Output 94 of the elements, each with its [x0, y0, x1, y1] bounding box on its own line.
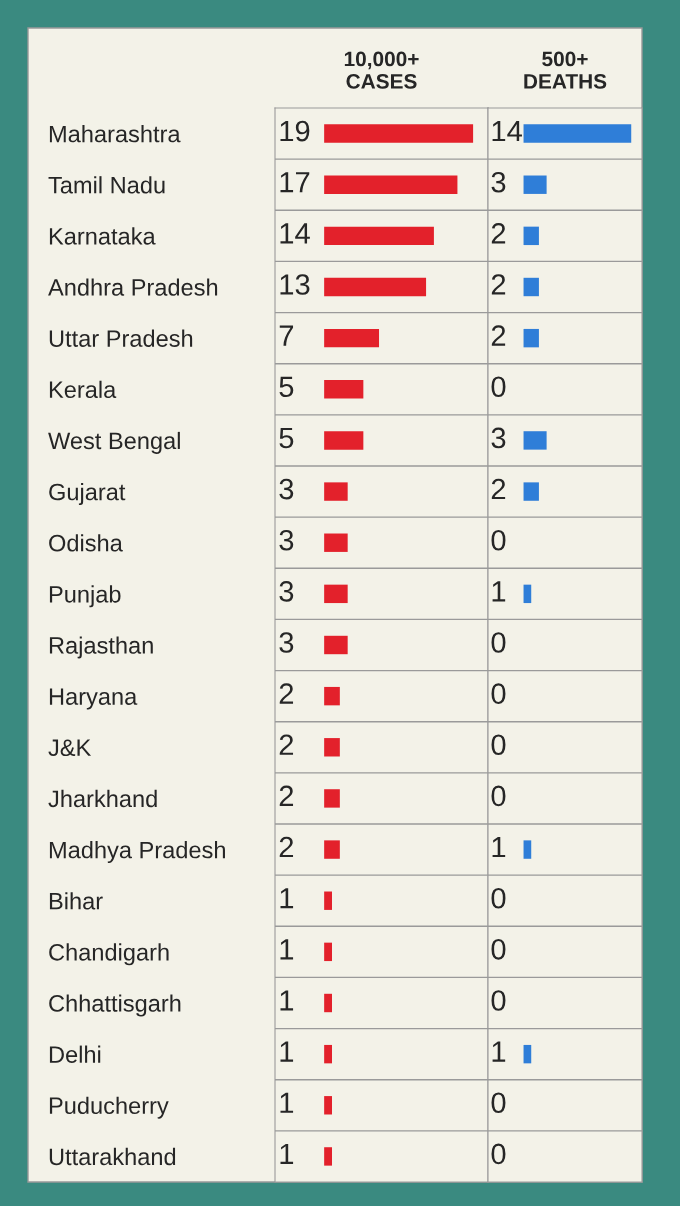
bar: [324, 175, 458, 194]
bar: [324, 942, 332, 962]
bar: [324, 1096, 332, 1115]
bar: [523, 226, 539, 246]
data-label: 1: [280, 888, 294, 909]
data-label: 0: [491, 990, 506, 1011]
data-label: 0: [491, 1092, 506, 1114]
data-label: 2: [279, 734, 294, 755]
bar: [324, 891, 332, 910]
bar: [324, 635, 348, 655]
y-tick-label: Uttarakhand: [49, 1147, 176, 1166]
bar: [324, 533, 348, 552]
bar: [324, 584, 348, 604]
y-tick-label: Kerala: [49, 380, 117, 399]
data-label: 1: [280, 1092, 294, 1113]
data-label: 2: [279, 785, 294, 806]
data-label: 3: [491, 171, 506, 193]
bar: [523, 328, 539, 348]
bar: [324, 789, 340, 808]
data-label: 1: [280, 1143, 294, 1164]
bar: [324, 993, 332, 1013]
y-tick-label: Gujarat: [49, 483, 126, 506]
bar: [324, 482, 348, 501]
y-tick-label: Karnataka: [49, 227, 156, 245]
bar: [523, 124, 632, 143]
data-label: 19: [280, 120, 310, 142]
data-label: 2: [491, 223, 506, 244]
bar: [523, 482, 539, 501]
data-label: 0: [491, 734, 506, 756]
data-label: 2: [279, 683, 294, 704]
data-label: 3: [279, 581, 294, 602]
data-label: 0: [491, 529, 506, 551]
y-tick-label: Delhi: [49, 1045, 101, 1063]
data-label: 0: [491, 1143, 506, 1165]
data-label: 0: [491, 683, 506, 704]
data-label: 3: [279, 632, 294, 653]
data-label: 3: [279, 529, 294, 551]
data-label: 0: [491, 632, 506, 653]
y-tick-label: Bihar: [49, 892, 103, 910]
y-tick-label: Haryana: [49, 688, 138, 710]
y-tick-label: J&K: [48, 739, 92, 757]
bar: [324, 277, 427, 297]
y-tick-label: Chhattisgarh: [49, 994, 181, 1017]
data-label: 0: [491, 376, 506, 398]
bar: [523, 431, 547, 450]
data-label: 2: [491, 274, 506, 295]
data-label: 1: [492, 581, 506, 602]
data-label: 5: [279, 427, 294, 449]
bar: [324, 1044, 332, 1064]
data-label: 1: [280, 1041, 294, 1062]
data-label: 5: [279, 376, 294, 398]
data-label: 14: [492, 121, 522, 142]
data-label: 3: [279, 478, 294, 500]
data-label: 2: [491, 325, 506, 346]
data-label: 2: [279, 836, 294, 858]
data-label: 1: [492, 1041, 506, 1062]
bar: [324, 380, 364, 399]
y-tick-label: West Bengal: [48, 431, 180, 454]
chart-title: 10,000+ CASES: [344, 51, 419, 89]
data-label: 1: [492, 837, 506, 858]
y-tick-label: Chandigarh: [49, 943, 169, 966]
bar: [523, 277, 539, 297]
data-label: 1: [280, 939, 294, 960]
data-label: 0: [491, 887, 506, 909]
y-tick-label: Punjab: [49, 585, 121, 608]
y-tick-label: Rajasthan: [49, 636, 153, 659]
data-label: 2: [491, 478, 506, 500]
bar: [324, 431, 364, 450]
y-tick-label: Odisha: [49, 534, 123, 552]
data-label: 3: [491, 427, 506, 449]
data-label: 7: [279, 325, 294, 346]
data-label: 14: [280, 223, 310, 244]
bar: [523, 175, 547, 194]
data-label: 13: [280, 274, 310, 295]
y-tick-label: Madhya Pradesh: [49, 841, 225, 864]
data-label: 1: [280, 990, 294, 1011]
y-tick-label: Puducherry: [49, 1096, 169, 1119]
bar: [324, 738, 340, 757]
y-tick-label: Tamil Nadu: [48, 176, 165, 194]
bar: [523, 840, 532, 859]
bar: [324, 686, 340, 706]
y-tick-label: Uttar Pradesh: [49, 329, 193, 347]
y-tick-label: Andhra Pradesh: [48, 278, 218, 296]
bar: [324, 1147, 332, 1166]
data-label: 0: [491, 939, 506, 960]
bar: [324, 840, 340, 859]
chart-title: 500+ DEATHS: [524, 51, 607, 89]
data-label: 17: [280, 172, 310, 193]
data-label: 0: [491, 785, 506, 807]
y-tick-label: Maharashtra: [49, 125, 181, 143]
y-tick-label: Jharkhand: [48, 789, 157, 808]
bar: [324, 124, 474, 143]
bar: [324, 328, 380, 348]
bar: [324, 226, 434, 246]
